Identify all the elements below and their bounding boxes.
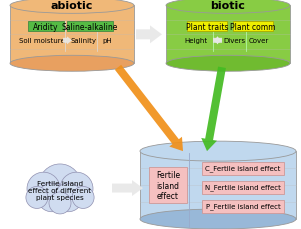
Circle shape [60, 172, 93, 205]
Text: Cover: Cover [249, 38, 269, 44]
Text: N_Fertile island effect: N_Fertile island effect [205, 184, 281, 191]
Circle shape [54, 183, 82, 212]
Text: C_Fertile island effect: C_Fertile island effect [205, 165, 281, 172]
Ellipse shape [140, 142, 296, 161]
FancyBboxPatch shape [233, 22, 273, 32]
Polygon shape [10, 6, 134, 64]
FancyBboxPatch shape [67, 22, 113, 32]
FancyBboxPatch shape [202, 181, 284, 194]
Text: Salinity: Salinity [71, 38, 97, 44]
FancyBboxPatch shape [149, 167, 187, 203]
Text: Aridity: Aridity [33, 23, 59, 32]
Ellipse shape [10, 0, 134, 14]
Polygon shape [213, 37, 222, 45]
Polygon shape [140, 151, 296, 219]
Ellipse shape [140, 209, 296, 229]
Text: Plant traits: Plant traits [186, 23, 228, 32]
Ellipse shape [166, 56, 290, 72]
Circle shape [39, 164, 81, 206]
Text: Divers: Divers [223, 38, 245, 44]
Polygon shape [112, 180, 143, 196]
Ellipse shape [10, 56, 134, 72]
Text: Fertile
island
effect: Fertile island effect [156, 170, 180, 200]
Polygon shape [201, 67, 226, 151]
Text: Fertile island
effect of different
plant species: Fertile island effect of different plant… [28, 180, 92, 200]
Circle shape [72, 187, 94, 209]
Polygon shape [63, 37, 72, 45]
Text: abiotic: abiotic [51, 1, 93, 11]
Text: Height: Height [185, 38, 208, 44]
Circle shape [37, 183, 66, 212]
Polygon shape [166, 6, 290, 64]
FancyBboxPatch shape [202, 162, 284, 175]
Text: Saline-alkaline: Saline-alkaline [62, 23, 118, 32]
Ellipse shape [166, 0, 290, 14]
Text: P_Fertile island effect: P_Fertile island effect [206, 203, 280, 210]
Circle shape [49, 192, 71, 214]
Polygon shape [136, 26, 162, 44]
Polygon shape [115, 65, 183, 151]
Text: pH: pH [102, 38, 112, 44]
Text: Plant comm: Plant comm [230, 23, 276, 32]
FancyBboxPatch shape [187, 22, 227, 32]
FancyBboxPatch shape [28, 22, 64, 32]
Circle shape [27, 172, 60, 205]
FancyBboxPatch shape [202, 200, 284, 213]
Polygon shape [213, 37, 222, 45]
Text: Soil moisture: Soil moisture [19, 38, 65, 44]
Circle shape [26, 187, 48, 209]
Text: biotic: biotic [211, 1, 245, 11]
